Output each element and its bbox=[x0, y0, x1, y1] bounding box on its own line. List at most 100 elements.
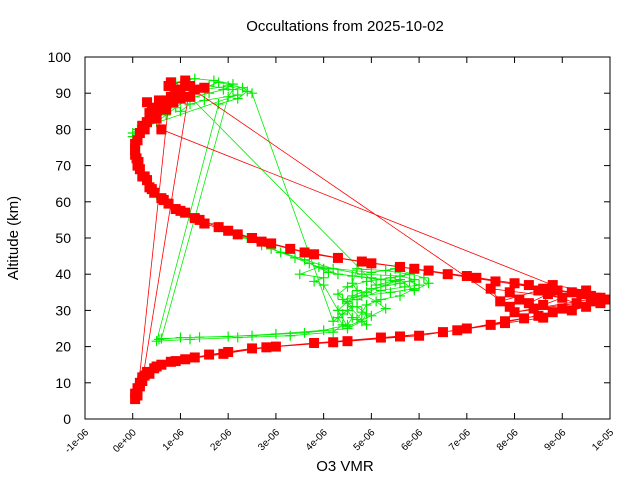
data-point bbox=[189, 352, 200, 363]
x-tick-label: 8e-06 bbox=[495, 427, 521, 453]
data-point bbox=[361, 309, 372, 320]
data-point bbox=[309, 337, 320, 348]
data-point bbox=[342, 296, 353, 307]
data-point bbox=[485, 283, 496, 294]
x-tick-label: 0e+00 bbox=[111, 427, 139, 455]
data-point bbox=[485, 319, 496, 330]
y-tick: 40 bbox=[55, 266, 610, 282]
data-point bbox=[213, 222, 224, 233]
data-point bbox=[395, 261, 405, 272]
data-point bbox=[366, 267, 377, 278]
data-point bbox=[180, 354, 191, 365]
y-tick-label: 30 bbox=[55, 302, 71, 318]
data-point bbox=[290, 252, 300, 263]
data-point bbox=[237, 82, 248, 93]
data-point bbox=[232, 332, 243, 343]
data-point bbox=[361, 276, 372, 287]
data-point bbox=[375, 332, 386, 343]
data-point bbox=[547, 307, 558, 318]
data-point bbox=[395, 274, 405, 285]
data-point bbox=[409, 274, 420, 285]
data-point bbox=[356, 290, 367, 301]
data-point bbox=[165, 91, 176, 102]
data-point bbox=[247, 233, 258, 243]
data-point bbox=[504, 301, 515, 312]
y-tick: 50 bbox=[55, 230, 610, 246]
data-point bbox=[149, 363, 160, 374]
data-point bbox=[170, 86, 181, 97]
data-point bbox=[395, 331, 405, 342]
data-point bbox=[366, 258, 377, 269]
data-point bbox=[356, 256, 367, 267]
data-point bbox=[414, 330, 425, 341]
data-point bbox=[137, 120, 148, 131]
data-point bbox=[566, 305, 577, 316]
data-point bbox=[399, 281, 410, 292]
data-point bbox=[385, 287, 396, 298]
data-point bbox=[337, 309, 348, 320]
series-1 bbox=[130, 75, 611, 405]
data-point bbox=[213, 77, 224, 88]
data-point bbox=[585, 296, 596, 307]
data-point bbox=[146, 184, 157, 195]
x-tick: 9e-06 bbox=[543, 57, 569, 453]
data-point bbox=[304, 258, 315, 269]
data-point bbox=[194, 214, 205, 225]
data-point bbox=[199, 82, 210, 93]
data-point bbox=[204, 349, 215, 360]
data-point bbox=[223, 225, 234, 236]
data-point bbox=[547, 280, 558, 291]
y-tick-label: 40 bbox=[55, 266, 71, 282]
data-point bbox=[361, 299, 372, 310]
data-point bbox=[299, 327, 310, 338]
data-point bbox=[194, 332, 205, 343]
data-point bbox=[332, 252, 343, 263]
data-point bbox=[361, 319, 372, 330]
y-tick-label: 90 bbox=[55, 85, 71, 101]
data-point bbox=[151, 336, 162, 347]
data-point bbox=[218, 84, 229, 95]
x-tick-label: 2e-06 bbox=[208, 427, 234, 453]
data-point bbox=[256, 236, 267, 247]
data-point bbox=[461, 271, 472, 282]
data-point bbox=[318, 325, 329, 336]
data-point bbox=[509, 307, 520, 318]
data-point bbox=[309, 249, 320, 260]
data-point bbox=[571, 298, 582, 309]
y-tick: 30 bbox=[55, 302, 610, 318]
data-point bbox=[299, 247, 310, 258]
data-point bbox=[170, 356, 181, 367]
x-tick: 2e-06 bbox=[208, 57, 235, 453]
data-point bbox=[332, 269, 343, 280]
y-tick-label: 100 bbox=[48, 49, 72, 65]
data-point bbox=[247, 330, 258, 341]
y-tick: 90 bbox=[55, 85, 610, 101]
y-tick-label: 10 bbox=[55, 375, 71, 391]
chart-title: Occultations from 2025-10-02 bbox=[246, 18, 444, 35]
data-point bbox=[175, 93, 186, 104]
x-tick-label: -1e-06 bbox=[63, 427, 92, 456]
data-point bbox=[132, 390, 143, 401]
data-point bbox=[130, 144, 141, 155]
data-point bbox=[313, 261, 324, 272]
y-tick-label: 20 bbox=[55, 339, 71, 355]
data-point bbox=[175, 332, 186, 343]
data-point bbox=[144, 368, 155, 379]
data-point bbox=[328, 316, 339, 327]
x-tick: 1e-05 bbox=[590, 57, 616, 453]
y-tick: 20 bbox=[55, 339, 610, 355]
y-axis-label: Altitude (km) bbox=[5, 196, 22, 280]
data-point bbox=[261, 342, 272, 353]
data-point bbox=[270, 328, 281, 339]
data-point bbox=[523, 298, 534, 309]
data-point bbox=[542, 289, 553, 300]
data-point bbox=[347, 278, 358, 289]
y-tick-label: 70 bbox=[55, 158, 71, 174]
data-point bbox=[185, 334, 195, 345]
data-point bbox=[146, 102, 157, 113]
data-point bbox=[347, 301, 358, 312]
data-point bbox=[581, 285, 592, 296]
data-point bbox=[144, 108, 155, 119]
y-tick-label: 60 bbox=[55, 194, 71, 210]
x-tick-label: 5e-06 bbox=[352, 427, 378, 453]
